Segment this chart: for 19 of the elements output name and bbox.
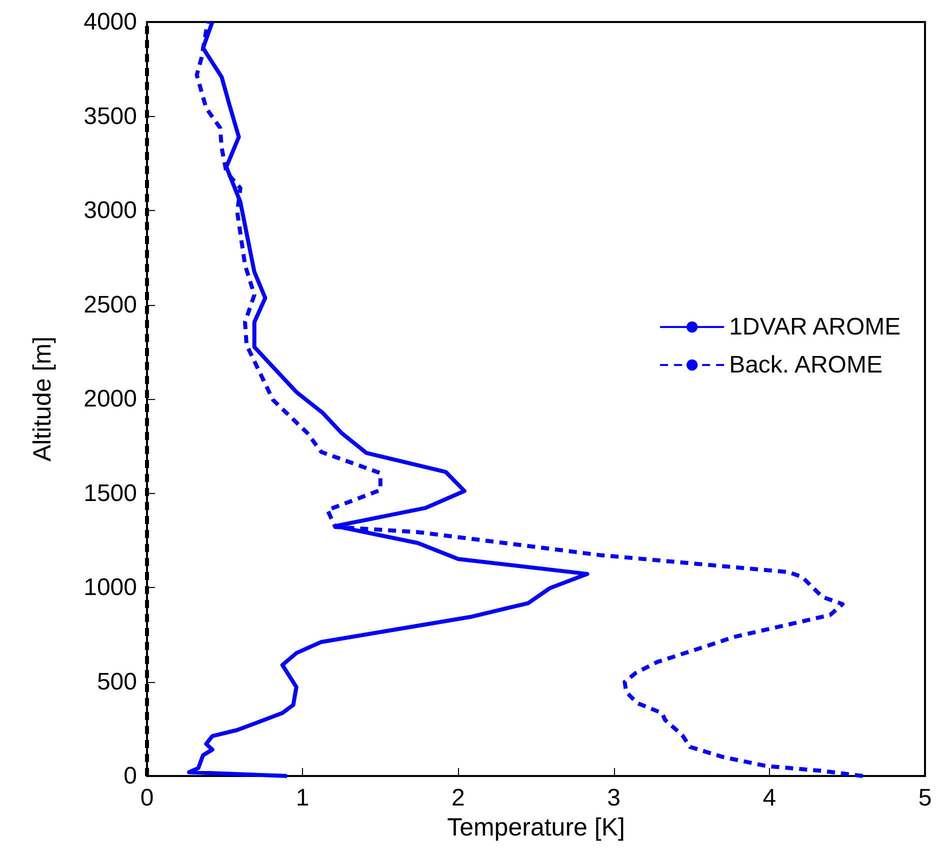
- x-tick-label: 4: [762, 784, 776, 812]
- y-tick-label: 3000: [84, 197, 137, 224]
- y-axis-title: Altitude [m]: [28, 336, 56, 462]
- y-tick-label: 0: [124, 762, 137, 790]
- y-tick-label: 2000: [84, 386, 137, 412]
- x-tick-label: 3: [607, 784, 620, 812]
- y-tick-label: 2500: [84, 291, 137, 318]
- y-tick-label: 4000: [84, 8, 137, 36]
- x-tick-label: 1: [296, 784, 310, 812]
- y-tick-label: 500: [96, 668, 137, 696]
- legend-label: 1DVAR AROME: [729, 314, 901, 340]
- x-tick-label: 0: [140, 784, 154, 812]
- y-tick-label: 3500: [84, 102, 137, 130]
- legend-label: Back. AROME: [729, 352, 882, 378]
- x-axis-title: Temperature [K]: [447, 813, 625, 842]
- y-tick-label: 1000: [84, 574, 137, 601]
- y-tick-label: 1500: [84, 480, 137, 507]
- x-tick-label: 5: [918, 784, 932, 812]
- x-tick-label: 2: [452, 784, 465, 812]
